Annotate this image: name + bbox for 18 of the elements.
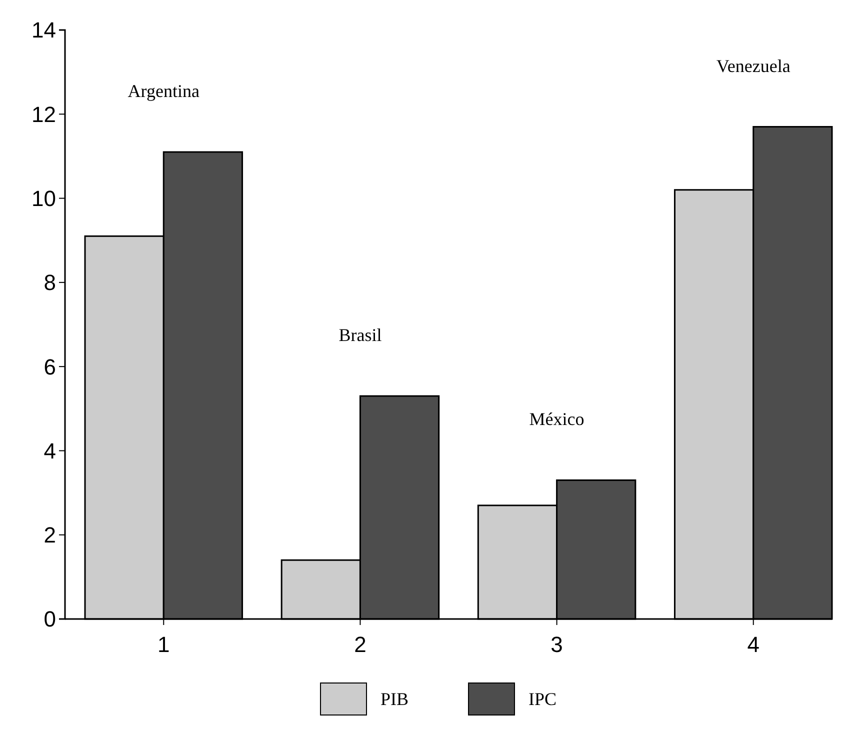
y-tick-label: 8: [44, 270, 56, 296]
y-tick-label: 14: [32, 18, 56, 43]
x-tick-label: 2: [354, 632, 366, 658]
y-tick-label: 0: [44, 606, 56, 632]
legend-label: PIB: [380, 689, 409, 709]
x-tick-label: 1: [158, 632, 170, 658]
y-tick-label: 2: [44, 522, 56, 548]
x-tick-label: 4: [747, 632, 760, 658]
legend-label: IPC: [528, 689, 557, 709]
annotation: Argentina: [128, 81, 200, 102]
annotation: Venezuela: [716, 56, 790, 76]
annotation: México: [529, 409, 584, 430]
y-tick-label: 12: [32, 102, 56, 127]
y-tick-label: 10: [32, 186, 56, 211]
x-tick-label: 3: [550, 632, 563, 658]
y-tick-label: 6: [44, 354, 56, 380]
annotation: Brasil: [338, 325, 382, 346]
y-tick-label: 4: [44, 438, 56, 464]
